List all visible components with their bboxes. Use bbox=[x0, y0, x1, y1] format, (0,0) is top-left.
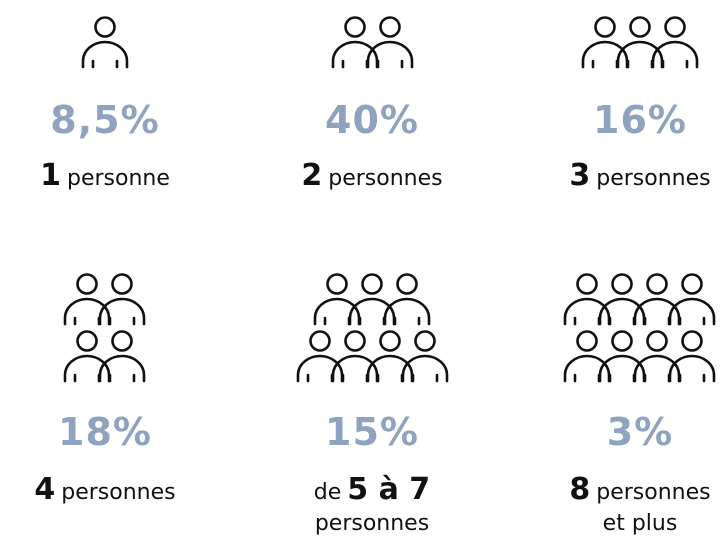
person-icon bbox=[348, 273, 396, 326]
person-icon bbox=[296, 330, 344, 383]
label-line: et plus bbox=[510, 508, 727, 539]
count: 5 à 7 bbox=[347, 472, 431, 507]
person-icon bbox=[598, 330, 646, 383]
household-label: 2 personnes bbox=[242, 160, 502, 194]
percentage: 40% bbox=[325, 98, 419, 142]
label-line: 3 personnes bbox=[510, 160, 727, 194]
count: 8 bbox=[569, 472, 591, 507]
person-icon bbox=[563, 330, 611, 383]
label-text: personnes bbox=[61, 480, 176, 505]
percentage: 15% bbox=[325, 410, 419, 454]
person-icon bbox=[598, 273, 646, 326]
percentage: 8,5% bbox=[50, 98, 160, 142]
person-icon bbox=[581, 16, 629, 69]
label-line: 4 personnes bbox=[0, 474, 235, 508]
percentage: 3% bbox=[606, 410, 674, 454]
percentage: 18% bbox=[58, 410, 152, 454]
household-label: 4 personnes bbox=[0, 474, 235, 508]
percentage: 16% bbox=[593, 98, 687, 142]
label-text: personnes bbox=[328, 166, 443, 191]
person-icon bbox=[98, 273, 146, 326]
person-icon bbox=[366, 16, 414, 69]
person-icon bbox=[383, 273, 431, 326]
household-label: de 5 à 7 personnes bbox=[242, 474, 502, 539]
person-icon bbox=[313, 273, 361, 326]
household-label: 3 personnes bbox=[510, 160, 727, 194]
label-text: personnes bbox=[314, 511, 430, 536]
person-icon bbox=[331, 330, 379, 383]
label-line: de 5 à 7 bbox=[242, 474, 502, 508]
person-icon bbox=[633, 330, 681, 383]
label-line: 2 personnes bbox=[242, 160, 502, 194]
label-line: personnes bbox=[242, 508, 502, 539]
household-label: 1 personne bbox=[0, 160, 235, 194]
person-icon bbox=[633, 273, 681, 326]
person-icon bbox=[366, 330, 414, 383]
person-icon bbox=[616, 16, 664, 69]
count: 4 bbox=[34, 472, 56, 507]
person-icon bbox=[81, 16, 129, 69]
label-text: et plus bbox=[602, 511, 678, 536]
person-icon bbox=[63, 273, 111, 326]
count: 2 bbox=[301, 158, 323, 193]
label-text: personnes bbox=[596, 166, 711, 191]
person-icon bbox=[98, 330, 146, 383]
person-icon bbox=[668, 330, 716, 383]
label-line: 8 personnes bbox=[510, 474, 727, 508]
person-icon bbox=[401, 330, 449, 383]
person-icon bbox=[63, 330, 111, 383]
person-icon bbox=[651, 16, 699, 69]
household-label: 8 personnes et plus bbox=[510, 474, 727, 539]
person-icon bbox=[563, 273, 611, 326]
count: 3 bbox=[569, 158, 591, 193]
label-text: personne bbox=[66, 166, 170, 191]
label-text: personnes bbox=[596, 480, 711, 505]
person-icon bbox=[331, 16, 379, 69]
label-text: de bbox=[313, 480, 342, 505]
label-line: 1 personne bbox=[0, 160, 235, 194]
count: 1 bbox=[40, 158, 61, 193]
person-icon bbox=[668, 273, 716, 326]
